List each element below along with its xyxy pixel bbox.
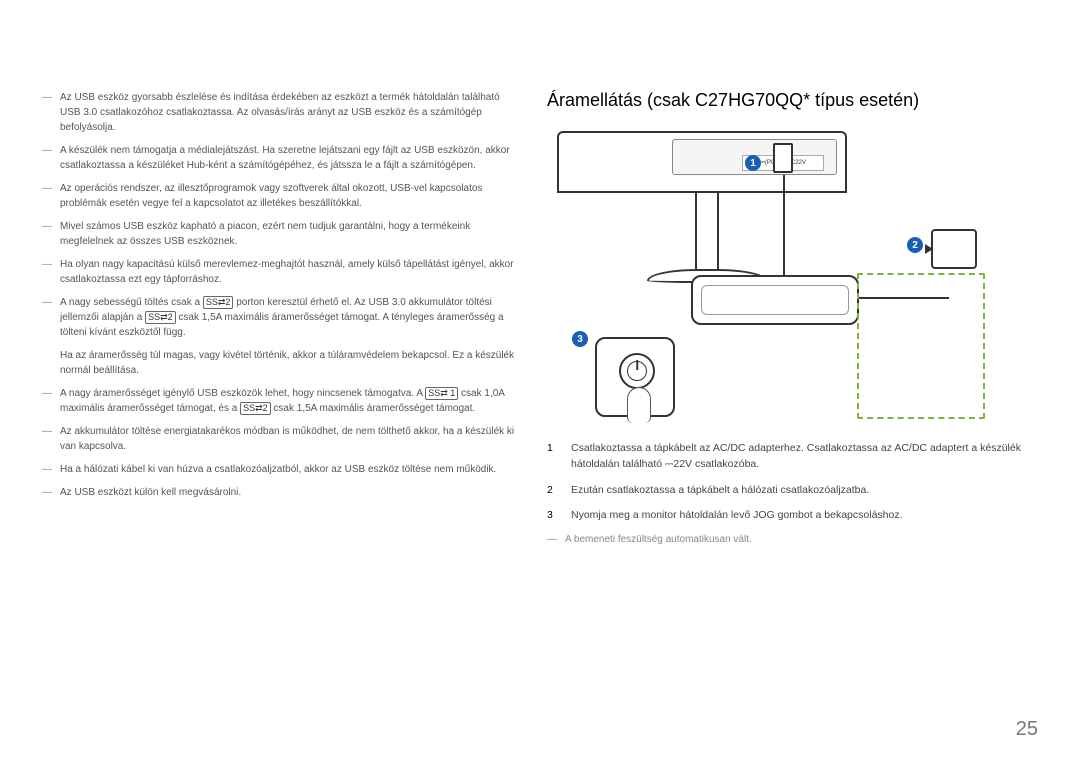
step-row: 1 Csatlakoztassa a tápkábelt az AC/DC ad… [547,441,1038,473]
note-text: A nagy áramerősséget igénylő USB eszközö… [60,388,425,399]
note-text: A nagy sebességű töltés csak a [60,297,203,308]
ss-charge-1-icon: SS⇄ 1 [425,387,458,400]
notes-list: Az USB eszköz gyorsabb észlelése és indí… [42,90,517,500]
highlight-box [857,273,985,419]
note-item: Az akkumulátor töltése energiatakarékos … [42,424,517,454]
left-column: Az USB eszköz gyorsabb észlelése és indí… [42,90,517,733]
stand-neck [695,193,719,271]
arrow-icon [925,244,933,254]
dc-connector-icon [773,143,793,173]
note-text: csak 1,5A maximális áramerősséget támoga… [271,403,476,414]
step-text: Ezután csatlakoztassa a tápkábelt a háló… [571,483,869,499]
step-text: Csatlakoztassa a tápkábelt az AC/DC adap… [571,441,1038,473]
power-symbol-icon [627,361,647,381]
note-item: A nagy áramerősséget igénylő USB eszközö… [42,386,517,416]
step-text: Nyomja meg a monitor hátoldalán levő JOG… [571,508,903,524]
note-item: Az USB eszköz gyorsabb észlelése és indí… [42,90,517,135]
marker-2: 2 [907,237,923,253]
note-item: A készülék nem támogatja a médialejátszá… [42,143,517,173]
ac-dc-adapter-icon [691,275,859,325]
ss-charge-2-icon: SS⇄2 [145,311,176,324]
note-item: Mivel számos USB eszköz kapható a piacon… [42,219,517,249]
wall-outlet-icon [931,229,977,269]
cable-line [783,175,785,275]
step-row: 2 Ezután csatlakoztassa a tápkábelt a há… [547,483,1038,499]
step-row: 3 Nyomja meg a monitor hátoldalán levő J… [547,508,1038,524]
note-item: A nagy sebességű töltés csak a SS⇄2 port… [42,295,517,340]
right-column: Áramellátás (csak C27HG70QQ* típus eseté… [547,90,1038,733]
note-item: Ha olyan nagy kapacitású külső merevleme… [42,257,517,287]
note-subtext: Ha az áramerősség túl magas, vagy kivéte… [42,348,517,378]
power-button-panel [595,337,675,417]
note-item: Az operációs rendszer, az illesztőprogra… [42,181,517,211]
power-button-icon [619,353,655,389]
section-title: Áramellátás (csak C27HG70QQ* típus eseté… [547,90,1038,111]
step-number: 2 [547,483,559,499]
marker-3: 3 [572,331,588,347]
page-number: 25 [1016,718,1038,741]
ss-charge-2-icon: SS⇄2 [240,402,271,415]
footnote: A bemeneti feszültség automatikusan vált… [547,534,1038,545]
ss-charge-2-icon: SS⇄2 [203,296,234,309]
steps-list: 1 Csatlakoztassa a tápkábelt az AC/DC ad… [547,441,1038,524]
marker-1: 1 [745,155,761,171]
finger-press-icon [627,387,651,423]
note-item: Ha a hálózati kábel ki van húzva a csatl… [42,462,517,477]
power-diagram: ⎓(PC IN) DC22V 1 2 3 [547,131,987,421]
note-item: Az USB eszközt külön kell megvásárolni. [42,485,517,500]
step-number: 1 [547,441,559,473]
cable-line [859,297,949,299]
step-number: 3 [547,508,559,524]
